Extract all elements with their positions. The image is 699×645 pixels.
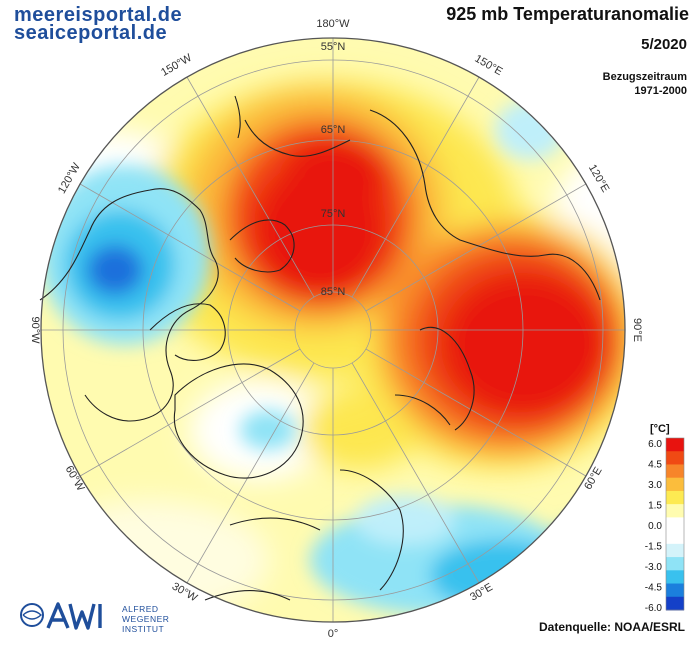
legend-tick-label: 1.5	[648, 501, 662, 512]
meridian-line	[186, 76, 315, 298]
legend-swatch	[666, 583, 684, 598]
ellesmere-coast	[229, 219, 295, 273]
map-border	[40, 37, 626, 623]
meridian-line	[79, 348, 301, 477]
map-date: 5/2020	[641, 36, 687, 53]
lat-label-55: 55°N	[321, 41, 346, 53]
legend-tick-label: 0.0	[648, 521, 662, 532]
legend-tick-label: -1.5	[645, 542, 663, 553]
legend-swatch	[666, 557, 684, 571]
novaya-zemlya-coast	[419, 326, 475, 431]
graticule	[41, 38, 625, 622]
meridians	[41, 38, 625, 622]
alaska-coast	[244, 119, 351, 157]
arctic-islands-coast	[149, 303, 226, 361]
legend-swatch	[666, 438, 684, 452]
awi-line-2: WEGENER	[122, 614, 170, 624]
lat-label-65: 65°N	[321, 124, 346, 136]
legend-swatch	[666, 464, 684, 479]
legend-swatch	[666, 570, 684, 585]
legend-swatch	[666, 490, 684, 505]
legend-tick-label: 3.0	[648, 480, 662, 491]
legend-tick-label: 4.5	[648, 460, 662, 471]
data-source: Datenquelle: NOAA/ESRL	[538, 620, 685, 634]
hudson-bay-coast	[39, 188, 219, 422]
latitude-labels: 55°N 65°N 75°N 85°N	[321, 41, 346, 298]
coastlines	[39, 95, 601, 601]
legend-swatch	[666, 504, 684, 518]
legend-swatch	[666, 543, 684, 558]
legend-border	[665, 437, 685, 611]
lat-label-75: 75°N	[321, 208, 346, 220]
legend-tick-label: -6.0	[645, 603, 663, 614]
legend-tick-label: -4.5	[645, 583, 663, 594]
legend-tick-label: -3.0	[645, 562, 663, 573]
reference-period: Bezugszeitraum 1971-2000	[603, 70, 687, 98]
lon-label-90e: 90°E	[631, 318, 643, 342]
awi-line-1: ALFRED	[122, 604, 159, 614]
legend-color-bar	[665, 437, 685, 611]
europe-coast	[204, 517, 321, 601]
meridian-line	[365, 183, 587, 312]
awi-institute-name: ALFRED WEGENER INSTITUT	[122, 604, 169, 634]
scandinavia-coast	[339, 394, 451, 591]
meridian-line	[365, 348, 587, 477]
legend-tick-labels: 6.0 4.5 3.0 1.5 0.0 -1.5 -3.0 -4.5 -6.0	[645, 439, 663, 614]
lon-label-0: 0°	[328, 628, 339, 640]
legend-unit: [°C]	[650, 423, 670, 435]
meridian-line	[351, 362, 480, 584]
legend-swatch	[666, 451, 684, 465]
map-title: 925 mb Temperaturanomalie	[446, 4, 689, 24]
awi-logo	[20, 602, 102, 630]
lon-label-180: 180°W	[316, 18, 350, 30]
legend-swatch	[666, 530, 684, 545]
bering-coast	[234, 95, 241, 139]
site-name-en[interactable]: seaiceportal.de	[14, 22, 168, 44]
legend-swatch	[666, 517, 684, 532]
meridian-line	[351, 76, 480, 298]
siberia-coast	[369, 109, 601, 301]
meridian-line	[186, 362, 315, 584]
legend-tick-label: 6.0	[648, 439, 662, 450]
meridian-line	[79, 183, 301, 312]
site-name-de[interactable]: meereisportal.de	[14, 4, 183, 26]
legend-swatch	[666, 596, 684, 611]
lat-label-85: 85°N	[321, 286, 346, 298]
awi-line-3: INSTITUT	[122, 624, 165, 634]
legend-swatch	[666, 477, 684, 492]
reference-years: 1971-2000	[634, 85, 687, 97]
reference-label: Bezugszeitraum	[602, 71, 687, 83]
lon-label-90w: 90°W	[29, 316, 41, 344]
greenland-coast	[173, 363, 304, 479]
